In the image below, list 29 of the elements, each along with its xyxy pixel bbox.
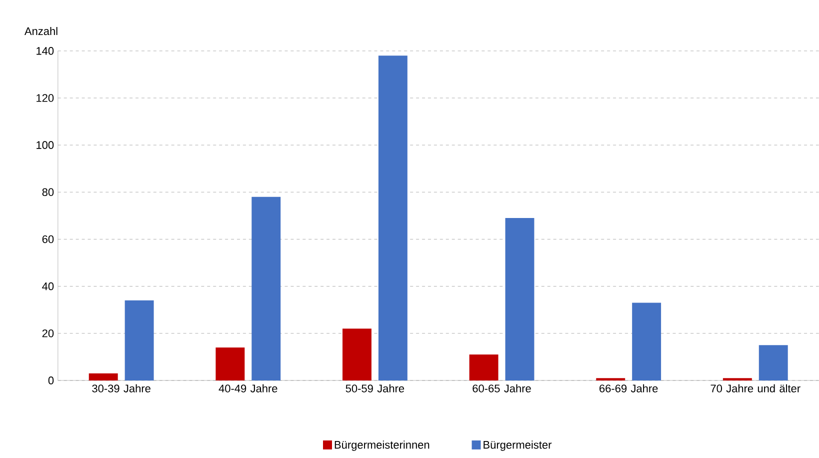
- y-tick-label: 20: [42, 329, 54, 338]
- bar: [758, 344, 788, 380]
- y-tick-label: 40: [42, 282, 54, 290]
- y-axis-title: Anzahl: [24, 26, 58, 35]
- y-tick-label: 60: [42, 235, 54, 243]
- x-tick-label: 60-65 Jahre: [472, 384, 531, 392]
- y-tick-label: 120: [36, 94, 54, 102]
- bar: [342, 328, 372, 380]
- x-tick-label: 40-49 Jahre: [218, 384, 278, 392]
- bar: [505, 218, 534, 380]
- y-tick-label: 140: [36, 46, 54, 55]
- bar: [88, 373, 118, 380]
- y-tick-label: 80: [42, 188, 54, 196]
- legend-label: Bürgermeisterinnen: [334, 440, 430, 451]
- bar: [378, 55, 408, 380]
- x-tick-label: 66-69 Jahre: [600, 384, 658, 392]
- y-tick-label: 100: [36, 141, 54, 149]
- legend-label: Bürgermeister: [484, 440, 552, 451]
- bar: [632, 302, 662, 380]
- bar: [216, 347, 245, 380]
- bar: [252, 196, 281, 380]
- bar: [722, 378, 752, 380]
- x-tick-label: 30-39 Jahre: [92, 384, 150, 392]
- x-tick-label: 50-59 Jahre: [346, 384, 404, 392]
- y-tick-label: 0: [48, 376, 54, 384]
- x-tick-label: 70 Jahre und älter: [710, 384, 800, 392]
- bar: [124, 300, 154, 380]
- bar: [596, 378, 626, 380]
- bar: [469, 354, 498, 380]
